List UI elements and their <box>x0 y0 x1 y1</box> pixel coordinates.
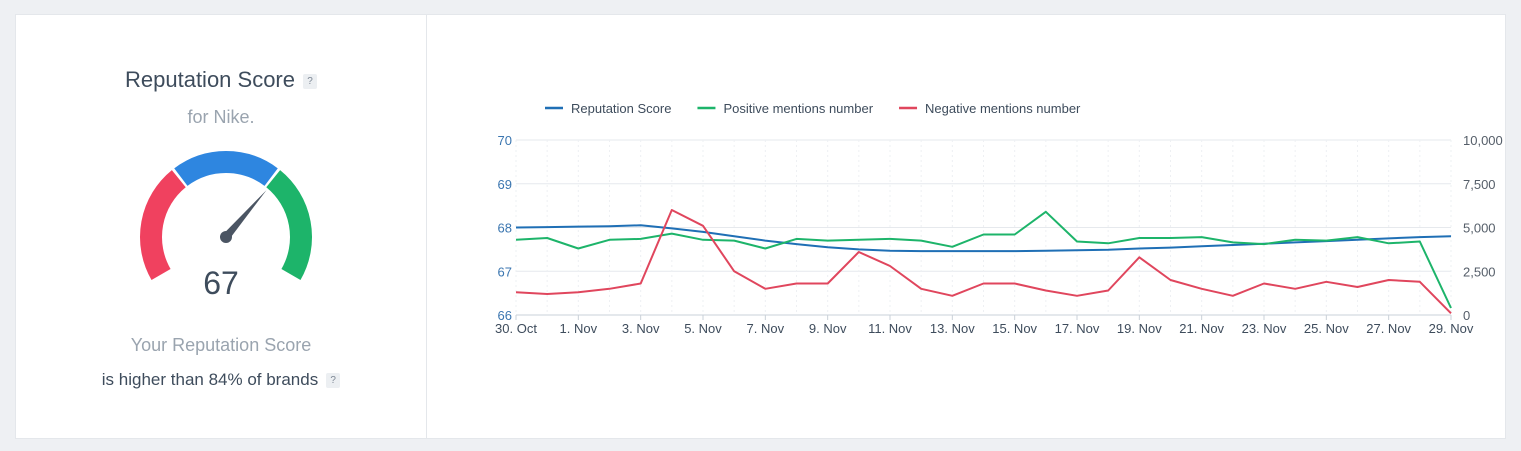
legend-item-reputation-score[interactable]: Reputation Score <box>571 101 671 116</box>
y-left-tick-label: 70 <box>498 133 512 148</box>
help-icon[interactable]: ? <box>326 373 341 389</box>
x-tick-label: 30. Oct <box>495 321 537 336</box>
legend-item-negative-mentions-number[interactable]: Negative mentions number <box>925 101 1081 116</box>
score-value: 67 <box>203 265 239 301</box>
y-left-tick-label: 66 <box>498 308 512 323</box>
x-tick-label: 15. Nov <box>992 321 1037 336</box>
x-tick-label: 13. Nov <box>930 321 975 336</box>
x-tick-label: 21. Nov <box>1179 321 1224 336</box>
y-right-tick-label: 0 <box>1463 308 1470 323</box>
x-tick-label: 27. Nov <box>1366 321 1411 336</box>
trend-chart: 66 67 68 69 70 0 2,500 5,000 7,500 10,000 30. Oct 1… <box>427 15 1507 440</box>
series-line-negative-mentions-number <box>515 209 1452 315</box>
help-icon[interactable]: ? <box>303 73 317 89</box>
score-title: Reputation Score <box>125 67 295 92</box>
reputation-card: Reputation Score? for Nike. 67 Your Repu… <box>15 14 1506 439</box>
gauge-needle <box>222 190 267 240</box>
x-tick-label: 1. Nov <box>560 321 598 336</box>
series-line-reputation-score <box>515 224 1452 253</box>
y-left-tick-label: 67 <box>498 264 512 279</box>
x-tick-label: 5. Nov <box>684 321 722 336</box>
x-tick-label: 19. Nov <box>1117 321 1162 336</box>
score-title-row: Reputation Score? <box>16 67 426 93</box>
x-tick-label: 29. Nov <box>1429 321 1474 336</box>
reputation-gauge <box>140 151 312 280</box>
x-tick-label: 25. Nov <box>1304 321 1349 336</box>
x-tick-label: 23. Nov <box>1242 321 1287 336</box>
y-right-tick-label: 5,000 <box>1463 221 1496 236</box>
y-left-tick-label: 69 <box>498 177 512 192</box>
score-comparison-text: is higher than 84% of brands <box>101 370 319 389</box>
gauge-needle-hub <box>220 231 232 243</box>
y-left-tick-label: 68 <box>498 221 512 236</box>
series-line-positive-mentions-number <box>515 210 1452 309</box>
legend-item-positive-mentions-number[interactable]: Positive mentions number <box>723 101 873 116</box>
score-panel: Reputation Score? for Nike. 67 Your Repu… <box>16 15 427 438</box>
x-tick-label: 7. Nov <box>747 321 785 336</box>
brand-subtitle: for Nike. <box>187 107 255 127</box>
score-description: Your Reputation Score <box>130 335 312 355</box>
gauge-mid-segment <box>174 151 278 187</box>
x-tick-label: 3. Nov <box>622 321 660 336</box>
y-right-tick-label: 7,500 <box>1463 177 1496 192</box>
x-tick-label: 11. Nov <box>868 321 912 336</box>
x-tick-label: 17. Nov <box>1055 321 1100 336</box>
x-tick-label: 9. Nov <box>809 321 847 336</box>
gauge-low-segment <box>140 170 187 280</box>
gauge-high-segment <box>265 170 312 280</box>
y-right-tick-label: 2,500 <box>1463 264 1496 279</box>
trend-chart-svg: 66 67 68 69 70 0 2,500 5,000 7,500 10,000 30. Oct 1… <box>495 101 1503 336</box>
score-comparison: is higher than 84% of brands? <box>16 370 426 390</box>
y-right-tick-label: 10,000 <box>1463 133 1503 148</box>
